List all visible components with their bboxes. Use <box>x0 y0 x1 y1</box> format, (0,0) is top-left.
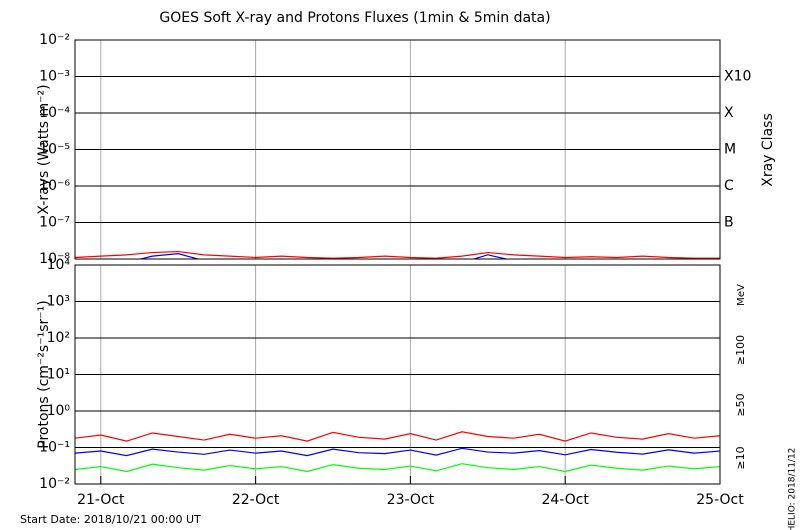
y-tick-label: 10⁻⁷ <box>39 215 70 231</box>
series-line <box>75 447 720 457</box>
series-line <box>75 250 720 259</box>
credit: HELIO: 2018/11/12 <box>788 448 798 530</box>
plot-frame <box>74 39 721 260</box>
x-tick-label: 21-Oct <box>77 492 125 508</box>
x-tick-label: 24-Oct <box>541 492 589 508</box>
y2-tick-label: X10 <box>724 69 751 85</box>
x-tick-label: 22-Oct <box>232 492 280 508</box>
y2-label: MeV <box>736 284 747 306</box>
y2-tick-label: M <box>724 142 736 158</box>
series-line <box>138 253 509 259</box>
y-tick-label: 10³ <box>47 294 70 310</box>
plot-area <box>75 431 720 473</box>
y-axis-title: X-rays (Watts m⁻²) <box>36 84 52 214</box>
y-tick-label: 10⁻¹ <box>39 440 70 456</box>
y-tick-label: 10⁻⁶ <box>39 178 70 194</box>
y-tick-label: 10² <box>47 330 70 346</box>
y2-tick-label: B <box>724 215 734 231</box>
y-axis-title: Protons (cm⁻²s⁻¹sr⁻¹) <box>36 300 52 449</box>
y2-tick-label: C <box>724 178 734 194</box>
y-tick-label: 10⁴ <box>47 257 71 273</box>
y-tick-label: 10⁻² <box>39 32 70 48</box>
plot-frame <box>74 264 721 485</box>
legend-label: ≥100 <box>734 335 747 365</box>
series-line <box>75 431 720 442</box>
chart-title: GOES Soft X-ray and Protons Fluxes (1min… <box>159 10 550 26</box>
y-tick-label: 10¹ <box>47 367 70 383</box>
series-line <box>75 463 720 473</box>
y-tick-label: 10⁻² <box>39 476 70 492</box>
legend-label: ≥10 <box>734 446 747 469</box>
y-tick-label: 10⁻⁵ <box>39 142 70 158</box>
y-tick-label: 10⁰ <box>47 403 71 419</box>
y-tick-label: 10⁻⁴ <box>39 105 70 121</box>
y2-label: Xray Class <box>760 113 776 187</box>
legend-label: ≥50 <box>734 393 747 416</box>
y-tick-label: 10⁻⁸ <box>39 251 70 267</box>
x-tick-label: 23-Oct <box>387 492 435 508</box>
plot-area <box>75 250 720 259</box>
y-tick-label: 10⁻³ <box>39 69 70 85</box>
y2-tick-label: X <box>724 105 734 121</box>
x-tick-label: 25-Oct <box>696 492 744 508</box>
start-date: Start Date: 2018/10/21 00:00 UT <box>20 513 201 526</box>
